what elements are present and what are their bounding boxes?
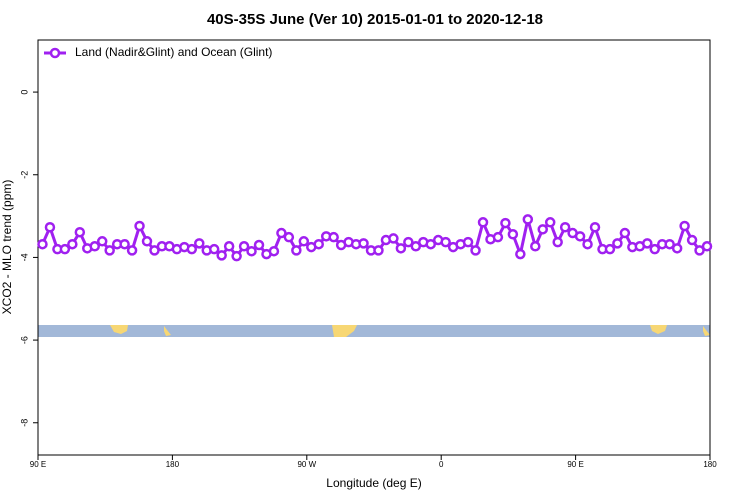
point bbox=[642, 238, 653, 249]
point bbox=[477, 217, 489, 228]
point bbox=[694, 245, 705, 256]
point bbox=[149, 245, 160, 256]
point bbox=[358, 238, 369, 249]
point bbox=[671, 243, 683, 254]
point bbox=[208, 243, 220, 255]
point bbox=[126, 245, 138, 256]
point bbox=[186, 243, 198, 255]
x-tick-label: 180 bbox=[703, 460, 717, 469]
point bbox=[500, 217, 511, 229]
map-strip bbox=[38, 325, 710, 337]
point bbox=[470, 245, 481, 256]
legend-marker bbox=[49, 47, 61, 59]
point bbox=[89, 241, 100, 252]
point bbox=[223, 241, 235, 252]
point bbox=[194, 238, 205, 249]
point bbox=[544, 217, 556, 228]
point bbox=[238, 241, 250, 252]
point bbox=[96, 236, 108, 247]
point bbox=[686, 234, 698, 246]
y-axis-label: XCO2 - MLO trend (ppm) bbox=[0, 180, 14, 315]
point bbox=[298, 236, 310, 247]
point bbox=[701, 241, 713, 252]
y-tick-label: -6 bbox=[19, 336, 29, 344]
point bbox=[134, 220, 145, 232]
point bbox=[574, 231, 586, 242]
point bbox=[253, 239, 265, 251]
x-axis-label: Longitude (deg E) bbox=[326, 476, 421, 490]
point bbox=[530, 241, 541, 252]
point bbox=[649, 243, 660, 255]
ocean-strip bbox=[38, 325, 710, 337]
point bbox=[388, 233, 399, 244]
point bbox=[373, 245, 384, 256]
point bbox=[141, 236, 153, 247]
point bbox=[59, 243, 71, 255]
y-tick-label: -8 bbox=[19, 419, 29, 427]
point bbox=[231, 250, 242, 262]
legend-label: Land (Nadir&Glint) and Ocean (Glint) bbox=[75, 45, 272, 59]
point bbox=[276, 227, 287, 239]
x-tick-label: 0 bbox=[439, 460, 444, 469]
point bbox=[582, 238, 593, 250]
y-tick-label: -4 bbox=[19, 253, 29, 261]
point bbox=[515, 248, 526, 260]
point bbox=[492, 231, 504, 243]
x-tick-label: 90 E bbox=[567, 460, 583, 469]
land bbox=[332, 325, 357, 337]
point bbox=[410, 241, 422, 252]
point bbox=[664, 238, 675, 250]
point bbox=[74, 226, 86, 238]
land bbox=[650, 325, 667, 334]
point bbox=[313, 238, 324, 250]
x-tick-label: 90 W bbox=[297, 460, 316, 469]
point bbox=[44, 221, 56, 233]
point bbox=[268, 245, 280, 257]
point bbox=[119, 238, 130, 250]
land bbox=[110, 325, 128, 334]
point bbox=[425, 238, 436, 250]
point bbox=[291, 245, 302, 256]
land bbox=[164, 326, 171, 336]
point bbox=[537, 224, 548, 235]
point bbox=[216, 250, 227, 261]
point bbox=[403, 236, 414, 248]
y-tick-label: 0 bbox=[19, 90, 29, 95]
point bbox=[507, 229, 519, 240]
point bbox=[328, 231, 339, 243]
chart-title: 40S-35S June (Ver 10) 2015-01-01 to 2020… bbox=[207, 11, 543, 28]
point bbox=[67, 238, 78, 250]
point bbox=[440, 236, 451, 248]
point bbox=[246, 245, 257, 257]
point bbox=[283, 231, 295, 243]
point bbox=[104, 245, 115, 256]
point bbox=[604, 243, 616, 255]
point bbox=[559, 221, 571, 233]
point bbox=[589, 221, 601, 233]
x-tick-label: 90 E bbox=[30, 460, 46, 469]
point bbox=[552, 236, 563, 248]
point bbox=[395, 243, 407, 254]
point bbox=[522, 214, 534, 225]
point bbox=[462, 236, 474, 248]
x-tick-label: 180 bbox=[166, 460, 180, 469]
point bbox=[37, 238, 48, 250]
point bbox=[619, 227, 631, 239]
land bbox=[703, 326, 710, 336]
point bbox=[679, 220, 690, 232]
point bbox=[612, 238, 623, 249]
y-tick-label: -2 bbox=[19, 171, 29, 179]
